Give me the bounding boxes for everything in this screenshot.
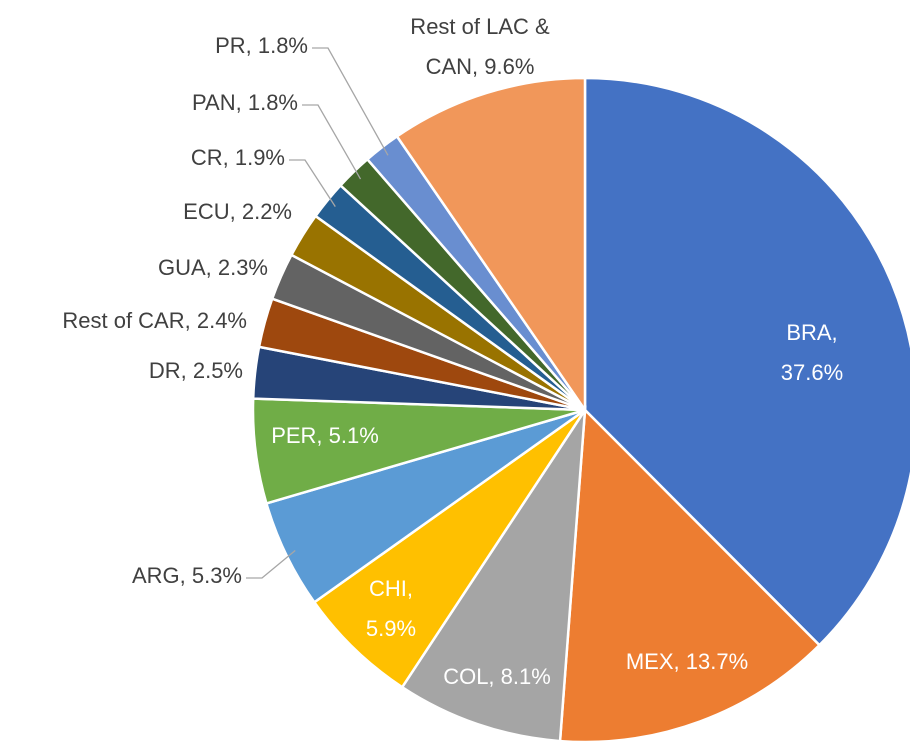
data-label: COL, 8.1%: [443, 664, 551, 689]
data-label: MEX, 13.7%: [625, 649, 749, 674]
data-label: CHI, 5.9%: [365, 576, 417, 641]
pie-slice: [400, 405, 587, 741]
data-label: Rest of CAR, 2.4%: [62, 308, 247, 333]
pie-slice: [558, 407, 822, 741]
data-label: PAN, 1.8%: [192, 90, 298, 115]
leader-line: [289, 159, 336, 207]
data-label: PER, 5.1%: [271, 423, 379, 448]
leader-line: [312, 47, 389, 156]
data-label: PR, 1.8%: [215, 33, 308, 58]
leader-line: [246, 550, 296, 579]
data-label: CR, 1.9%: [190, 145, 285, 170]
data-label: BRA, 37.6%: [780, 320, 844, 385]
pie-slice: [395, 76, 587, 415]
pie-slice: [312, 408, 587, 689]
data-label: Rest of LAC & CAN, 9.6%: [410, 14, 550, 79]
data-label: GUA, 2.3%: [157, 255, 268, 280]
data-label: ARG, 5.3%: [131, 563, 242, 588]
data-label: ECU, 2.2%: [183, 199, 292, 224]
leader-line: [302, 104, 362, 180]
pie-slice: [583, 76, 910, 647]
data-label: DR, 2.5%: [148, 358, 243, 383]
